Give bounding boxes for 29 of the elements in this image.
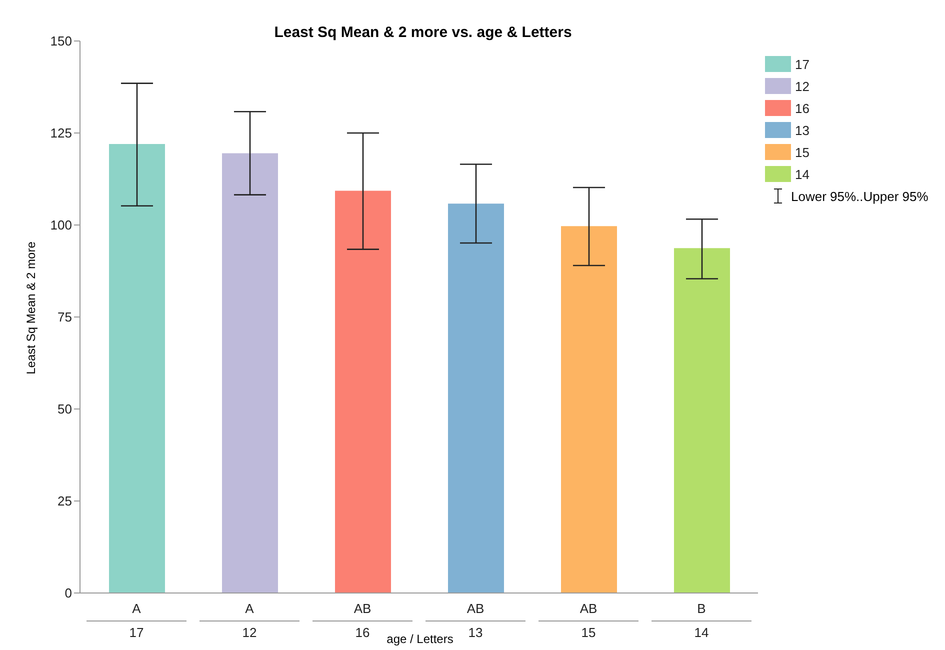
x-tick-label: 12 <box>242 625 257 640</box>
y-tick-label: 50 <box>58 402 72 417</box>
y-tick-label: 150 <box>50 34 72 49</box>
category-label: 16 <box>795 100 810 116</box>
y-tick-label: 25 <box>58 494 72 509</box>
category-label: 13 <box>795 122 810 138</box>
text: B <box>697 601 706 616</box>
text: A <box>132 601 142 616</box>
text: AB <box>580 601 598 616</box>
text: AB <box>466 601 484 616</box>
x-tick-label: 13 <box>468 625 483 640</box>
y-tick-label: 0 <box>64 586 72 601</box>
category-label: 12 <box>795 78 810 94</box>
x-tick-label: 15 <box>581 625 596 640</box>
x-axis-title: age / Letters <box>386 632 454 646</box>
x-tick-label: 14 <box>694 625 709 640</box>
category-label: 14 <box>795 166 810 182</box>
chart-title: Least Sq Mean & 2 more vs. age & Letters <box>273 24 573 41</box>
category-label: 15 <box>795 144 810 160</box>
x-tick-label: 16 <box>355 625 370 640</box>
text: AB <box>354 601 372 616</box>
y-tick-label: 100 <box>50 218 72 233</box>
y-tick-label: 125 <box>50 126 72 141</box>
text: Lower 95%..Upper 95% <box>791 188 928 204</box>
text: A <box>245 601 254 616</box>
x-tick-label: 17 <box>129 625 144 640</box>
y-axis-title: Least Sq Mean & 2 more <box>24 242 38 374</box>
y-tick-label: 75 <box>58 310 72 325</box>
category-label: 17 <box>795 56 810 72</box>
